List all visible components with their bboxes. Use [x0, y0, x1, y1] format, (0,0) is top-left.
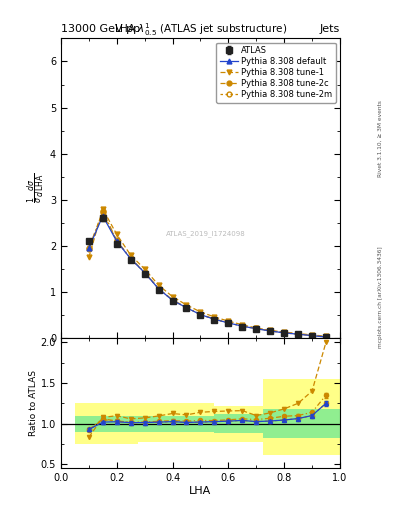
- Pythia 8.308 tune-2c: [268, 328, 273, 334]
- Pythia 8.308 tune-2c: [170, 297, 175, 303]
- Line: Pythia 8.308 tune-1: Pythia 8.308 tune-1: [86, 207, 329, 339]
- Legend: ATLAS, Pythia 8.308 default, Pythia 8.308 tune-1, Pythia 8.308 tune-2c, Pythia 8: ATLAS, Pythia 8.308 default, Pythia 8.30…: [216, 42, 336, 102]
- Text: 13000 GeV pp: 13000 GeV pp: [61, 24, 140, 34]
- Pythia 8.308 tune-2m: [296, 331, 300, 337]
- Pythia 8.308 tune-2m: [310, 333, 314, 339]
- Pythia 8.308 tune-1: [268, 327, 273, 333]
- Pythia 8.308 tune-2c: [240, 323, 244, 329]
- Text: mcplots.cern.ch [arXiv:1306.3436]: mcplots.cern.ch [arXiv:1306.3436]: [378, 246, 383, 348]
- Pythia 8.308 tune-2m: [212, 316, 217, 323]
- Pythia 8.308 tune-2m: [101, 209, 105, 216]
- Line: Pythia 8.308 default: Pythia 8.308 default: [86, 214, 329, 339]
- Pythia 8.308 tune-1: [114, 231, 119, 238]
- Pythia 8.308 default: [142, 270, 147, 276]
- Pythia 8.308 tune-1: [128, 252, 133, 258]
- Pythia 8.308 tune-1: [156, 282, 161, 288]
- Pythia 8.308 tune-2c: [128, 255, 133, 262]
- Pythia 8.308 tune-2c: [142, 269, 147, 275]
- Pythia 8.308 default: [198, 312, 203, 318]
- Pythia 8.308 default: [240, 323, 244, 329]
- Pythia 8.308 default: [86, 245, 91, 251]
- Pythia 8.308 default: [226, 320, 231, 326]
- Pythia 8.308 tune-1: [282, 329, 286, 335]
- Pythia 8.308 default: [101, 213, 105, 219]
- Pythia 8.308 tune-2m: [324, 334, 329, 340]
- Pythia 8.308 default: [254, 326, 259, 332]
- Text: Rivet 3.1.10, ≥ 3M events: Rivet 3.1.10, ≥ 3M events: [378, 100, 383, 177]
- Pythia 8.308 tune-1: [170, 293, 175, 300]
- Pythia 8.308 default: [268, 328, 273, 334]
- Pythia 8.308 tune-1: [86, 254, 91, 261]
- Pythia 8.308 tune-1: [254, 325, 259, 331]
- Pythia 8.308 tune-2m: [198, 312, 203, 318]
- Pythia 8.308 tune-2c: [184, 304, 189, 310]
- Pythia 8.308 tune-2m: [156, 286, 161, 292]
- Pythia 8.308 default: [184, 305, 189, 311]
- Pythia 8.308 tune-2c: [198, 311, 203, 317]
- Pythia 8.308 tune-2c: [282, 330, 286, 336]
- Pythia 8.308 default: [170, 297, 175, 304]
- Pythia 8.308 tune-2c: [212, 316, 217, 322]
- Text: Jets: Jets: [320, 24, 340, 34]
- Line: Pythia 8.308 tune-2m: Pythia 8.308 tune-2m: [86, 210, 329, 339]
- Pythia 8.308 tune-2m: [184, 305, 189, 311]
- Pythia 8.308 default: [128, 256, 133, 262]
- Pythia 8.308 default: [282, 330, 286, 336]
- Pythia 8.308 tune-2c: [254, 326, 259, 332]
- Pythia 8.308 tune-1: [101, 206, 105, 212]
- Pythia 8.308 default: [212, 316, 217, 323]
- Pythia 8.308 tune-1: [212, 314, 217, 320]
- Pythia 8.308 tune-2m: [128, 256, 133, 262]
- Pythia 8.308 tune-2c: [226, 319, 231, 326]
- Line: Pythia 8.308 tune-2c: Pythia 8.308 tune-2c: [86, 209, 329, 339]
- X-axis label: LHA: LHA: [189, 486, 211, 496]
- Pythia 8.308 tune-1: [240, 322, 244, 328]
- Y-axis label: $\frac{1}{\sigma}\frac{d\sigma}{d\,\mathrm{LHA}}$: $\frac{1}{\sigma}\frac{d\sigma}{d\,\math…: [26, 173, 47, 203]
- Pythia 8.308 tune-1: [226, 318, 231, 324]
- Pythia 8.308 tune-2m: [170, 297, 175, 304]
- Pythia 8.308 tune-2m: [142, 270, 147, 276]
- Pythia 8.308 default: [156, 286, 161, 292]
- Y-axis label: Ratio to ATLAS: Ratio to ATLAS: [29, 370, 38, 436]
- Pythia 8.308 tune-2m: [114, 238, 119, 244]
- Pythia 8.308 tune-2c: [114, 238, 119, 244]
- Pythia 8.308 default: [310, 333, 314, 339]
- Pythia 8.308 tune-1: [198, 309, 203, 315]
- Pythia 8.308 tune-1: [296, 330, 300, 336]
- Pythia 8.308 tune-2m: [226, 320, 231, 326]
- Pythia 8.308 tune-2c: [86, 245, 91, 251]
- Pythia 8.308 tune-2m: [268, 328, 273, 334]
- Pythia 8.308 tune-1: [310, 332, 314, 338]
- Pythia 8.308 tune-2m: [86, 246, 91, 252]
- Title: LHA $\lambda^{1}_{0.5}$ (ATLAS jet substructure): LHA $\lambda^{1}_{0.5}$ (ATLAS jet subst…: [114, 22, 287, 38]
- Pythia 8.308 tune-2m: [282, 330, 286, 336]
- Pythia 8.308 tune-2m: [240, 323, 244, 329]
- Pythia 8.308 tune-2m: [254, 326, 259, 332]
- Pythia 8.308 tune-1: [324, 333, 329, 339]
- Pythia 8.308 tune-2c: [296, 331, 300, 337]
- Pythia 8.308 tune-2c: [101, 208, 105, 215]
- Pythia 8.308 tune-2c: [324, 334, 329, 340]
- Pythia 8.308 tune-1: [142, 266, 147, 272]
- Pythia 8.308 tune-1: [184, 302, 189, 308]
- Text: ATLAS_2019_I1724098: ATLAS_2019_I1724098: [166, 230, 246, 237]
- Pythia 8.308 tune-2c: [310, 332, 314, 338]
- Pythia 8.308 default: [114, 238, 119, 244]
- Pythia 8.308 tune-2c: [156, 285, 161, 291]
- Pythia 8.308 default: [324, 334, 329, 340]
- Pythia 8.308 default: [296, 331, 300, 337]
